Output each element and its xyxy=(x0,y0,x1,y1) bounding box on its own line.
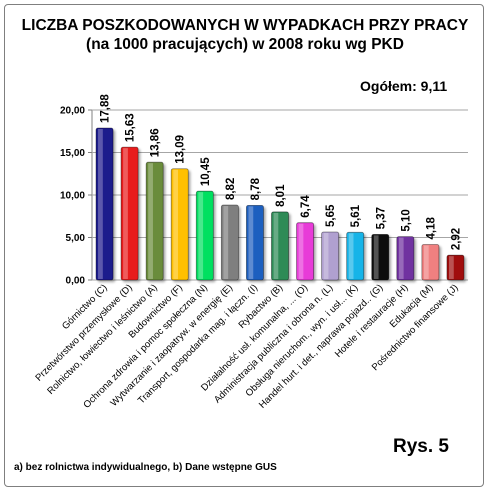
total-label: Ogółem: 9,11 xyxy=(360,78,448,94)
value-label: 13,86 xyxy=(150,128,162,157)
bar-group xyxy=(145,161,164,281)
chart-title-line2: (na 1000 pracujących) w 2008 roku wg PKD xyxy=(86,36,404,53)
bar-highlight xyxy=(173,169,179,279)
value-label: 8,82 xyxy=(225,178,237,200)
bar-highlight xyxy=(273,212,279,279)
bar-highlight xyxy=(123,148,128,279)
value-label: 5,10 xyxy=(400,209,412,231)
value-label: 17,88 xyxy=(100,94,112,123)
bar-group xyxy=(321,231,340,281)
value-label: 8,01 xyxy=(275,184,287,207)
bar-highlight xyxy=(98,129,103,279)
bar-group xyxy=(271,211,289,281)
bar-group xyxy=(195,190,214,281)
bar-group xyxy=(170,168,189,281)
bar-group xyxy=(220,204,239,281)
bar-group xyxy=(446,254,465,281)
value-label: 8,78 xyxy=(250,177,262,200)
bar-highlight xyxy=(298,223,304,279)
bar-highlight xyxy=(448,256,454,279)
y-tick-label: 5,00 xyxy=(66,233,86,244)
bar-highlight xyxy=(373,235,379,279)
bar-highlight xyxy=(248,206,254,279)
footnote: a) bez rolnictwa indywidualnego, b) Dane… xyxy=(14,462,277,473)
value-label: 15,63 xyxy=(125,113,137,142)
value-label: 13,09 xyxy=(175,135,187,164)
figure-label: Rys. 5 xyxy=(393,436,449,457)
bar-highlight xyxy=(323,232,329,279)
y-tick-label: 15,00 xyxy=(60,148,85,159)
value-label: 4,18 xyxy=(425,216,437,239)
value-label: 5,65 xyxy=(325,204,337,227)
y-tick-label: 10,00 xyxy=(60,191,85,202)
bar-highlight xyxy=(198,192,204,279)
value-label: 5,37 xyxy=(375,207,387,229)
bar-group xyxy=(421,244,440,281)
bar-highlight xyxy=(148,163,153,279)
value-label: 2,92 xyxy=(450,228,462,250)
bar-group xyxy=(346,231,365,281)
bar-group xyxy=(371,233,390,281)
value-label: 6,74 xyxy=(300,195,312,218)
bar-group xyxy=(95,127,114,281)
y-tick-label: 20,00 xyxy=(60,106,85,117)
chart-title-line1: LICZBA POSZKODOWANYCH W WYPADKACH PRZY P… xyxy=(21,17,469,34)
bar-highlight xyxy=(423,245,429,279)
bar-highlight xyxy=(398,237,404,279)
bar-group xyxy=(246,204,264,281)
chart-title: LICZBA POSZKODOWANYCH W WYPADKACH PRZY P… xyxy=(0,16,490,54)
bar-group xyxy=(120,146,139,281)
bar-group xyxy=(396,236,415,281)
value-label: 5,61 xyxy=(350,204,362,227)
bar-highlight xyxy=(348,233,354,279)
y-tick-label: 0,00 xyxy=(66,276,86,287)
value-label: 10,45 xyxy=(200,157,212,186)
bar-group xyxy=(296,222,314,281)
bar-highlight xyxy=(223,206,229,279)
